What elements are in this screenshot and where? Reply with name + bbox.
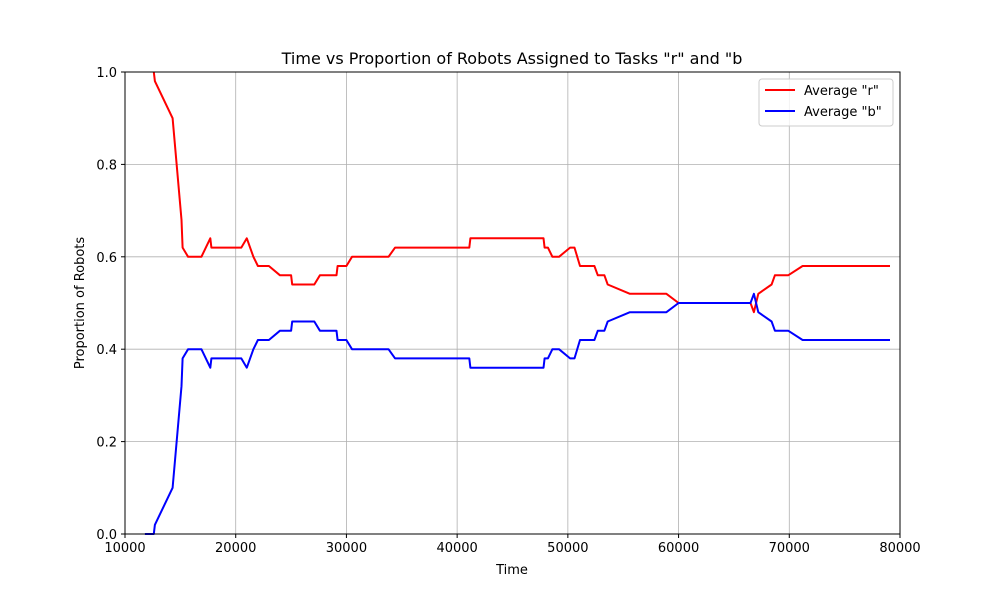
chart-title: Time vs Proportion of Robots Assigned to… xyxy=(281,49,743,68)
x-axis-label: Time xyxy=(495,563,528,578)
y-tick-label: 0.2 xyxy=(96,436,117,451)
axes-frame xyxy=(124,71,901,535)
series-line-b xyxy=(144,292,890,535)
y-axis-label: Proportion of Robots xyxy=(73,237,88,370)
x-tick-label: 80000 xyxy=(879,541,920,556)
legend-label-r: Average "r" xyxy=(804,84,879,99)
plot-area xyxy=(125,72,900,534)
x-tick-label: 40000 xyxy=(436,541,477,556)
legend-label-b: Average "b" xyxy=(804,105,882,120)
legend: Average "r" Average "b" xyxy=(758,78,894,127)
x-tick-label: 10000 xyxy=(104,541,145,556)
y-tick-label: 0.8 xyxy=(96,158,117,173)
axis-ticks: 10000 20000 30000 40000 50000 60000 70000 80000… xyxy=(96,66,920,556)
y-tick-label: 1.0 xyxy=(96,66,117,81)
x-tick-label: 50000 xyxy=(547,541,588,556)
x-tick-label: 20000 xyxy=(215,541,256,556)
y-tick-label: 0.4 xyxy=(96,343,117,358)
series-line-r xyxy=(152,71,890,314)
x-tick-label: 30000 xyxy=(326,541,367,556)
x-tick-label: 70000 xyxy=(769,541,810,556)
y-tick-label: 0.6 xyxy=(96,251,117,266)
x-tick-label: 60000 xyxy=(658,541,699,556)
y-tick-label: 0.0 xyxy=(96,528,117,543)
series-lines xyxy=(144,71,890,535)
